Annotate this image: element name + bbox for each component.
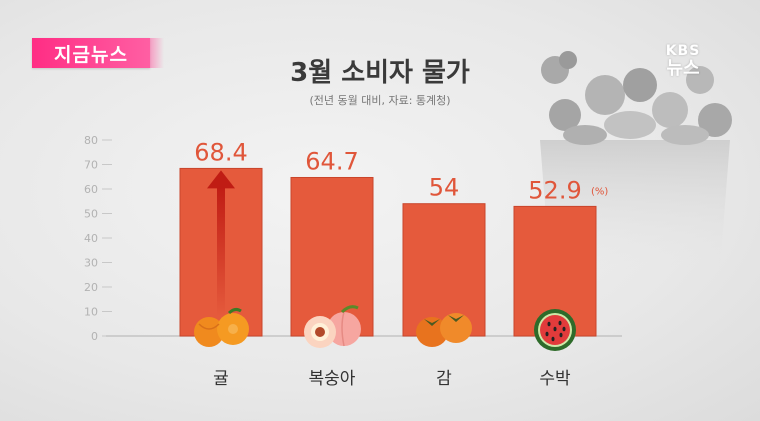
y-tick-label: 30 [84, 257, 98, 270]
unit-label: (%) [591, 186, 608, 197]
y-tick-label: 80 [84, 134, 98, 147]
tangerine-icon [194, 307, 249, 347]
peach-icon [304, 305, 361, 348]
logo-line2: 뉴스 [666, 58, 700, 79]
x-category-label: 감 [436, 369, 452, 389]
x-category-label: 귤 [213, 369, 229, 389]
bar-value-label: 54 [429, 174, 460, 202]
y-tick-label: 10 [84, 306, 98, 319]
bar-value-label: 68.4 [194, 138, 247, 166]
news-badge: 지금뉴스 [32, 38, 164, 68]
y-tick-label: 50 [84, 208, 98, 221]
y-tick-label: 20 [84, 281, 98, 294]
y-tick-label: 70 [84, 159, 98, 172]
persimmon-icon [416, 313, 472, 347]
watermelon-icon [534, 309, 576, 351]
up-arrow-icon [207, 170, 235, 189]
bar-value-label: 64.7 [305, 147, 358, 175]
y-tick-label: 0 [91, 330, 98, 343]
logo-line1: KBS [665, 43, 701, 59]
kbs-news-logo: KBS 뉴스 [652, 44, 714, 78]
y-tick-label: 40 [84, 232, 98, 245]
bar-value-label: 52.9 [528, 176, 581, 204]
x-category-label: 수박 [539, 369, 571, 389]
y-tick-label: 60 [84, 183, 98, 196]
bar [402, 203, 486, 337]
chart-subtitle: (전년 동월 대비, 자료: 통계청) [309, 94, 451, 107]
x-category-label: 복숭아 [309, 369, 356, 389]
arrow-shaft [217, 186, 225, 317]
bar [290, 176, 374, 337]
chart-title: 3월 소비자 물가 [290, 58, 470, 88]
